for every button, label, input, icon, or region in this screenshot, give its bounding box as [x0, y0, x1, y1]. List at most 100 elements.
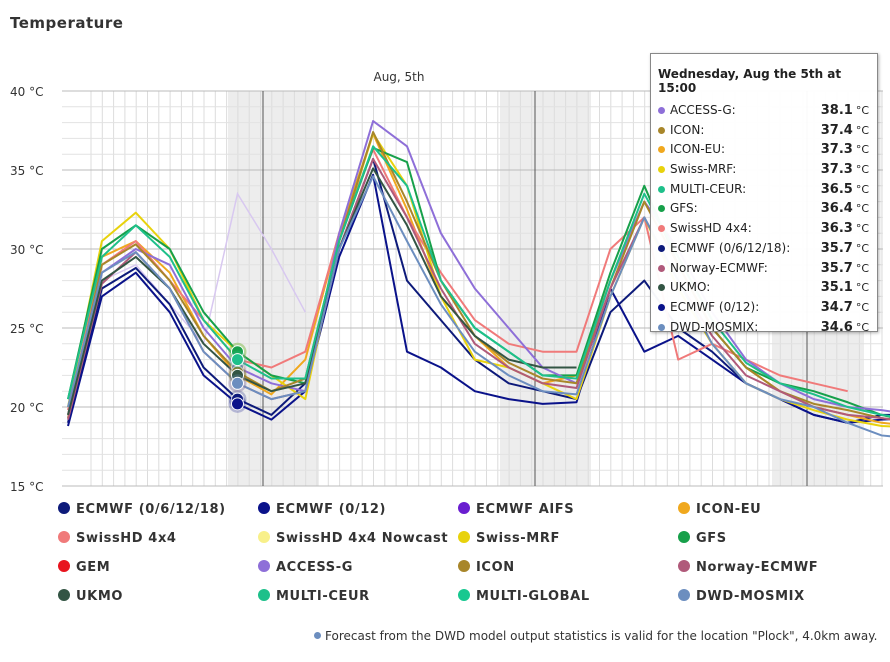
legend-label: ACCESS-G: [276, 560, 354, 575]
x-axis-labels: Aug, 5th: [373, 70, 424, 84]
series-line[interactable]: [67, 145, 890, 419]
tooltip-unit: °C: [855, 261, 869, 275]
tooltip-row: SwissHD 4x4: 36.3 °C: [651, 219, 877, 239]
tooltip-value-number: 37.4: [820, 122, 853, 138]
footnote: Forecast from the DWD model output stati…: [314, 629, 877, 643]
tooltip-series-name: ACCESS-G:: [670, 103, 736, 117]
tooltip-unit: °C: [855, 123, 869, 137]
tooltip-value: 36.4 °C: [821, 199, 869, 219]
legend-label: GEM: [76, 560, 111, 575]
tooltip-value: 35.1 °C: [821, 278, 869, 298]
tooltip-value-number: 36.3: [820, 221, 853, 237]
legend-dot: [58, 531, 70, 543]
highlight-point[interactable]: [231, 397, 244, 411]
tooltip-row: DWD-MOSMIX: 34.6 °C: [651, 318, 877, 338]
series-dot: [658, 284, 665, 292]
grid-lines: [62, 90, 883, 487]
legend-dot: [258, 560, 270, 572]
legend-item[interactable]: Swiss-MRF: [458, 531, 560, 546]
tooltip-value: 37.3 °C: [821, 140, 869, 160]
tooltip-value: 34.6 °C: [821, 318, 869, 338]
legend-label: DWD-MOSMIX: [696, 589, 805, 604]
tooltip-value-number: 37.3: [820, 142, 853, 158]
tooltip-series-name: UKMO:: [670, 280, 711, 295]
legend-item[interactable]: DWD-MOSMIX: [678, 589, 805, 604]
legend-label: ECMWF (0/12): [276, 502, 387, 517]
legend-item[interactable]: UKMO: [58, 589, 123, 604]
series-line[interactable]: [67, 175, 890, 438]
tooltip-series-name: ICON:: [670, 122, 705, 137]
tooltip-row: Swiss-MRF: 37.3 °C: [651, 160, 877, 180]
legend-label: SwissHD 4x4 Nowcast: [276, 531, 449, 546]
y-tick-label: 25 °C: [10, 322, 43, 336]
legend-item[interactable]: MULTI-CEUR: [258, 589, 370, 604]
legend-item[interactable]: ICON-EU: [678, 502, 761, 517]
legend-label: ICON-EU: [696, 502, 762, 517]
legend-item[interactable]: ECMWF (0/12): [258, 502, 386, 517]
legend-dot: [458, 560, 470, 572]
series-dot: [658, 126, 665, 134]
legend-dot: [258, 531, 270, 543]
tooltip-unit: °C: [855, 202, 869, 216]
series-line[interactable]: [67, 131, 890, 423]
legend-item[interactable]: ECMWF (0/6/12/18): [58, 502, 226, 517]
legend-label: ECMWF (0/6/12/18): [76, 502, 226, 517]
footnote-dot: [314, 632, 321, 639]
legend-item[interactable]: ACCESS-G: [258, 560, 353, 575]
tooltip-series-name: MULTI-CEUR:: [670, 181, 747, 196]
series-line[interactable]: [67, 148, 848, 411]
tooltip-series-name: DWD-MOSMIX:: [670, 319, 759, 334]
highlight-point[interactable]: [231, 376, 244, 390]
legend-item[interactable]: GEM: [58, 560, 110, 575]
legend-item[interactable]: ECMWF AIFS: [458, 502, 574, 517]
tooltip-unit: °C: [855, 241, 869, 255]
legend-label: ICON: [476, 560, 515, 575]
tooltip-series-name: ICON-EU:: [670, 142, 726, 157]
tooltip-value-number: 35.7: [820, 260, 853, 276]
tooltip-row: ACCESS-G: 38.1 °C: [651, 101, 877, 121]
tooltip-series-name: Norway-ECMWF:: [670, 260, 768, 275]
tooltip-value: 34.7 °C: [821, 298, 869, 318]
legend-item[interactable]: GFS: [678, 531, 727, 546]
legend-dot: [458, 589, 470, 601]
series-dot: [658, 146, 665, 154]
legend-label: MULTI-CEUR: [276, 589, 370, 604]
tooltip-row: GFS: 36.4 °C: [651, 199, 877, 219]
tooltip-header: Wednesday, Aug the 5th at 15:00: [658, 67, 842, 95]
tooltip-unit: °C: [855, 143, 869, 157]
tooltip: Wednesday, Aug the 5th at 15:00 ACCESS-G…: [650, 53, 878, 335]
legend-dot: [58, 560, 70, 572]
legend-item[interactable]: SwissHD 4x4 Nowcast: [258, 531, 448, 546]
tooltip-series-name: SwissHD 4x4:: [670, 221, 752, 236]
y-tick-label: 30 °C: [10, 243, 43, 257]
tooltip-row: ICON-EU: 37.3 °C: [651, 140, 877, 160]
legend-item[interactable]: MULTI-GLOBAL: [458, 589, 590, 604]
y-tick-label: 15 °C: [10, 480, 43, 494]
tooltip-row: ECMWF (0/12): 34.7 °C: [651, 298, 877, 318]
tooltip-value: 37.4 °C: [821, 121, 869, 141]
footnote-text: Forecast from the DWD model output stati…: [325, 629, 878, 643]
legend-dot: [458, 502, 470, 514]
tooltip-value: 36.3 °C: [821, 219, 869, 239]
tooltip-value-number: 35.1: [820, 280, 853, 296]
tooltip-value-number: 38.1: [820, 103, 853, 118]
tooltip-unit: °C: [855, 163, 869, 177]
legend-label: GFS: [696, 531, 727, 546]
series-dot: [658, 107, 665, 114]
x-axis-label: Aug, 5th: [373, 70, 424, 84]
tooltip-unit: °C: [855, 281, 869, 295]
legend-label: Swiss-MRF: [476, 531, 560, 546]
tooltip-rows: ACCESS-G: 38.1 °C ICON: 37.4 °C ICON-EU: 37.3 °C…: [651, 101, 877, 337]
legend-dot: [678, 502, 690, 514]
series-dot: [658, 323, 665, 331]
highlight-point[interactable]: [231, 353, 244, 367]
night-band: [228, 91, 319, 486]
tooltip-value-number: 36.5: [820, 181, 853, 197]
tooltip-value: 35.7 °C: [821, 239, 869, 259]
tooltip-value: 38.1 °C: [821, 101, 869, 121]
legend-item[interactable]: SwissHD 4x4: [58, 531, 177, 546]
legend-item[interactable]: Norway-ECMWF: [678, 560, 818, 575]
legend-item[interactable]: ICON: [458, 560, 515, 575]
chart-title: Temperature: [10, 14, 124, 32]
y-tick-label: 40 °C: [10, 85, 43, 99]
